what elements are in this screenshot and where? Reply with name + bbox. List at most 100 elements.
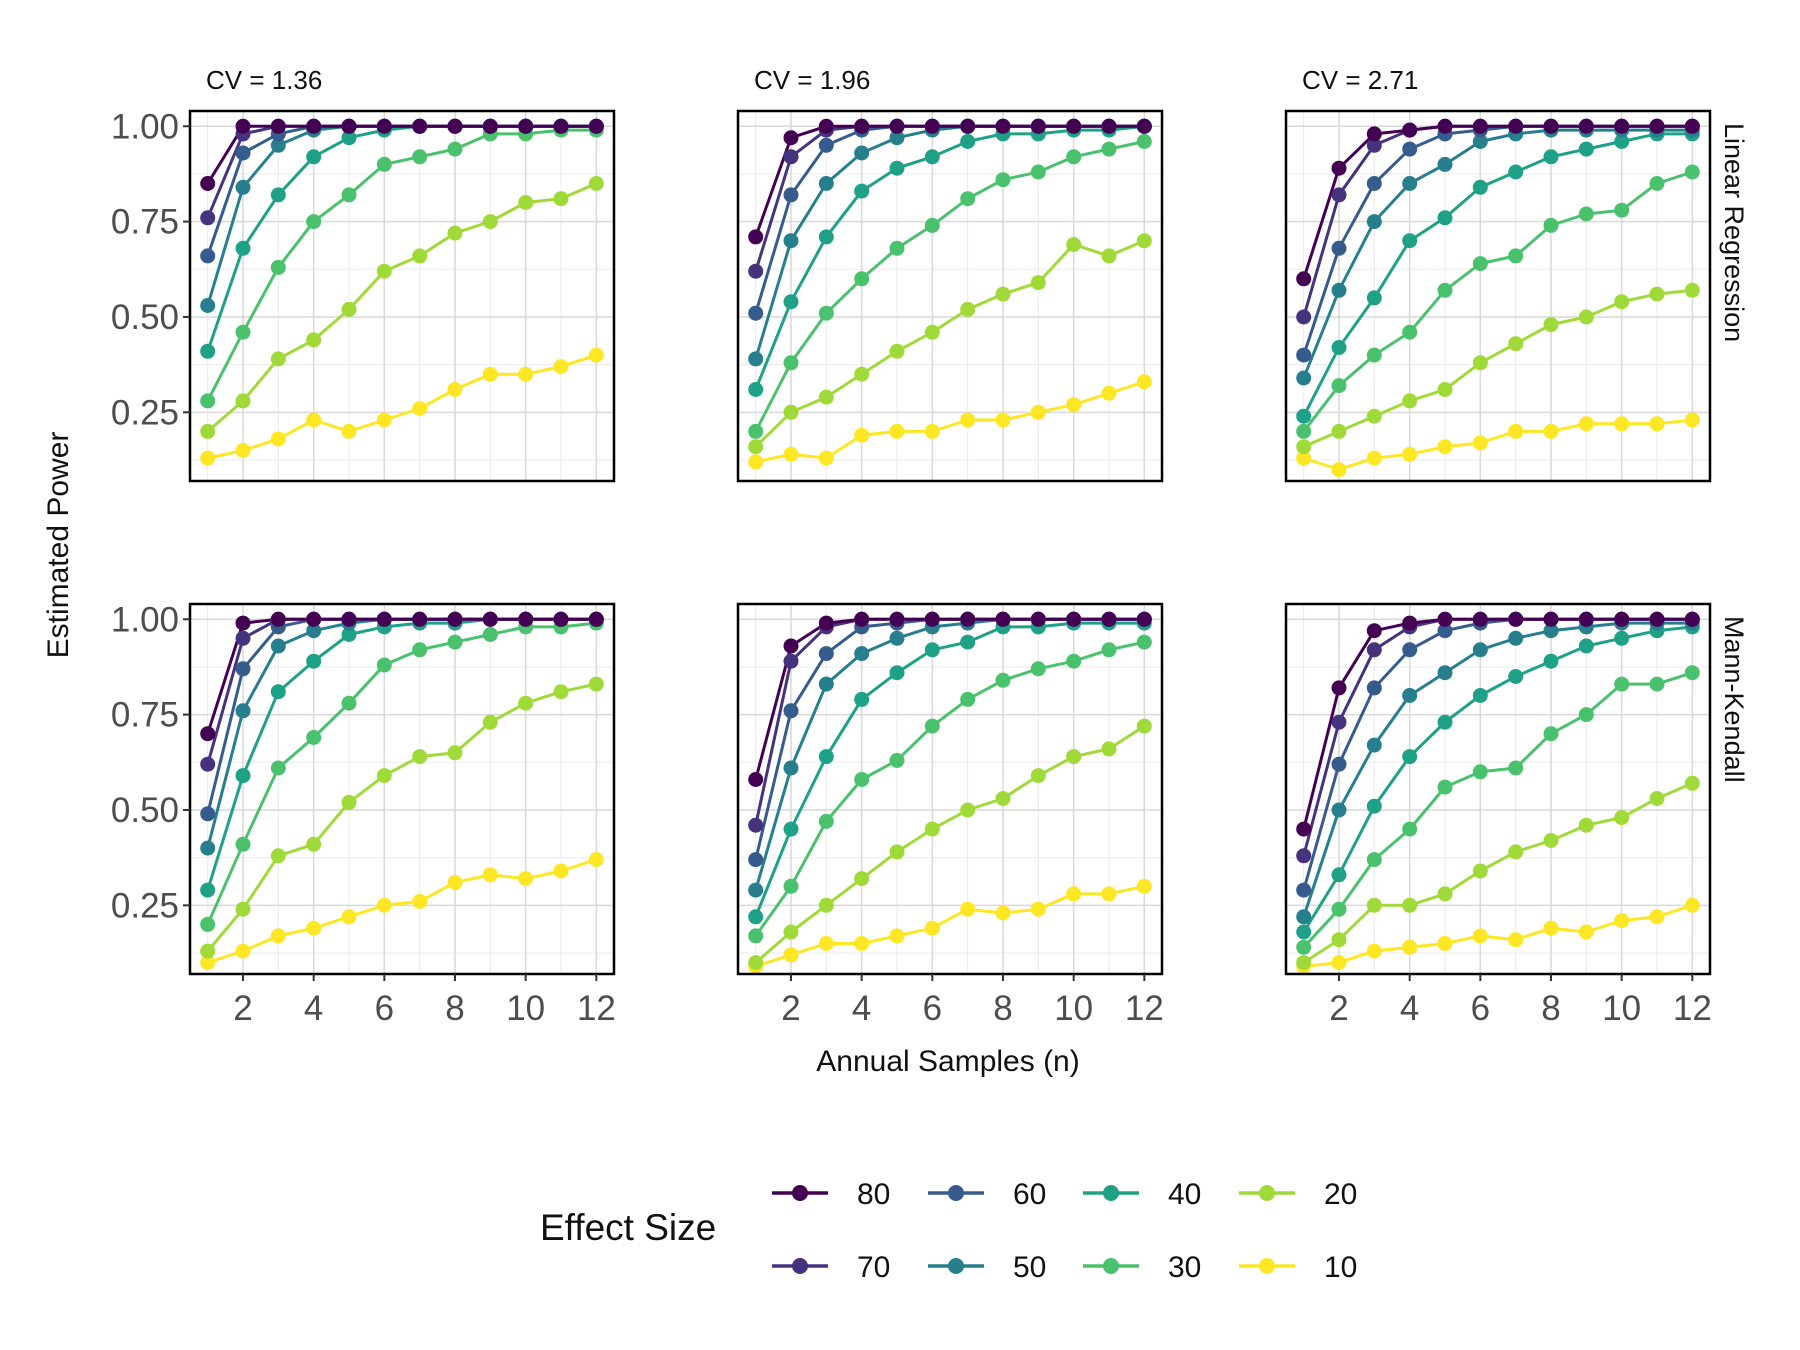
panel-background [1286, 111, 1710, 481]
data-point-20 [1101, 248, 1117, 264]
data-point-10 [1684, 412, 1700, 428]
data-point-80 [1578, 611, 1594, 627]
data-point-80 [818, 118, 834, 134]
data-point-30 [200, 916, 216, 932]
data-point-20 [1136, 718, 1152, 734]
data-point-40 [306, 149, 322, 165]
panel-linear-regression-cv-2-71: CV = 2.71 Linear Regression [1284, 65, 1749, 483]
data-point-30 [270, 760, 286, 776]
data-point-50 [1402, 176, 1418, 191]
data-point-30 [270, 259, 286, 275]
data-point-40 [1437, 210, 1453, 226]
data-point-80 [995, 611, 1011, 627]
data-point-80 [200, 176, 216, 191]
data-point-30 [482, 627, 498, 642]
data-point-70 [783, 653, 799, 669]
data-point-10 [818, 450, 834, 466]
data-point-20 [1296, 955, 1312, 971]
data-point-10 [1136, 374, 1152, 390]
data-point-30 [341, 187, 357, 203]
data-point-20 [1437, 886, 1453, 902]
data-point-80 [1437, 611, 1453, 627]
data-point-20 [447, 745, 463, 761]
data-point-20 [482, 714, 498, 730]
data-point-20 [1508, 844, 1524, 860]
row-strip-label: Linear Regression [1719, 123, 1749, 342]
data-point-10 [1366, 943, 1382, 959]
x-tick-label: 10 [1602, 989, 1641, 1028]
x-tick-label: 10 [506, 989, 545, 1028]
data-point-20 [306, 836, 322, 852]
data-point-10 [1614, 416, 1630, 432]
data-point-40 [341, 627, 357, 642]
data-point-10 [783, 446, 799, 462]
data-point-40 [1437, 714, 1453, 730]
x-tick-label: 10 [1054, 989, 1093, 1028]
legend-label: 20 [1324, 1178, 1357, 1211]
data-point-20 [854, 871, 870, 887]
data-point-60 [818, 646, 834, 662]
legend-label: 70 [857, 1251, 890, 1284]
data-point-50 [1543, 623, 1559, 639]
data-point-70 [1296, 309, 1312, 325]
data-point-20 [889, 844, 905, 860]
data-point-10 [341, 423, 357, 439]
panel-border [188, 109, 616, 483]
data-point-80 [1684, 611, 1700, 627]
data-point-80 [588, 118, 604, 134]
data-point-80 [270, 118, 286, 134]
data-point-10 [1331, 462, 1347, 478]
data-point-10 [1402, 446, 1418, 462]
data-point-30 [854, 772, 870, 787]
y-tick-label: 0.75 [111, 203, 179, 242]
legend-label: 50 [1013, 1251, 1046, 1284]
x-tick-label: 8 [993, 989, 1012, 1028]
legend-entry-80: 80 [772, 1178, 890, 1211]
data-point-10 [447, 382, 463, 397]
data-point-10 [270, 928, 286, 944]
data-point-20 [235, 393, 251, 409]
data-point-70 [1331, 714, 1347, 730]
data-point-30 [1101, 642, 1117, 658]
data-point-80 [518, 118, 534, 134]
data-point-20 [1543, 317, 1559, 333]
data-point-50 [1402, 688, 1418, 703]
data-point-80 [588, 611, 604, 627]
data-point-30 [1296, 939, 1312, 955]
data-point-40 [889, 665, 905, 681]
legend-label: 80 [857, 1178, 890, 1211]
data-point-40 [1543, 149, 1559, 165]
data-point-20 [1366, 897, 1382, 913]
data-point-40 [818, 229, 834, 245]
data-point-10 [588, 347, 604, 363]
data-point-20 [1578, 817, 1594, 833]
data-point-20 [1614, 294, 1630, 310]
data-point-20 [1296, 439, 1312, 455]
data-point-10 [518, 871, 534, 887]
data-point-20 [412, 749, 428, 765]
data-point-80 [518, 611, 534, 627]
panel-title: CV = 2.71 [1302, 65, 1418, 95]
x-tick-label: 4 [304, 989, 323, 1028]
legend-key-point [1259, 1185, 1275, 1201]
data-point-10 [200, 955, 216, 971]
data-point-80 [1402, 615, 1418, 631]
data-point-80 [235, 118, 251, 134]
data-point-80 [924, 611, 940, 627]
data-point-10 [200, 450, 216, 466]
data-point-30 [376, 657, 392, 673]
data-point-60 [235, 661, 251, 677]
data-point-10 [1508, 423, 1524, 439]
data-point-30 [748, 423, 764, 439]
data-point-30 [1030, 164, 1046, 180]
data-point-40 [1296, 408, 1312, 424]
data-point-80 [924, 118, 940, 134]
x-tick-label: 8 [1541, 989, 1560, 1028]
data-point-10 [1543, 423, 1559, 439]
data-point-80 [1136, 118, 1152, 134]
data-point-10 [1649, 416, 1665, 432]
data-point-20 [1472, 863, 1488, 879]
data-point-30 [960, 691, 976, 707]
data-point-20 [518, 195, 534, 210]
data-point-40 [1508, 164, 1524, 180]
